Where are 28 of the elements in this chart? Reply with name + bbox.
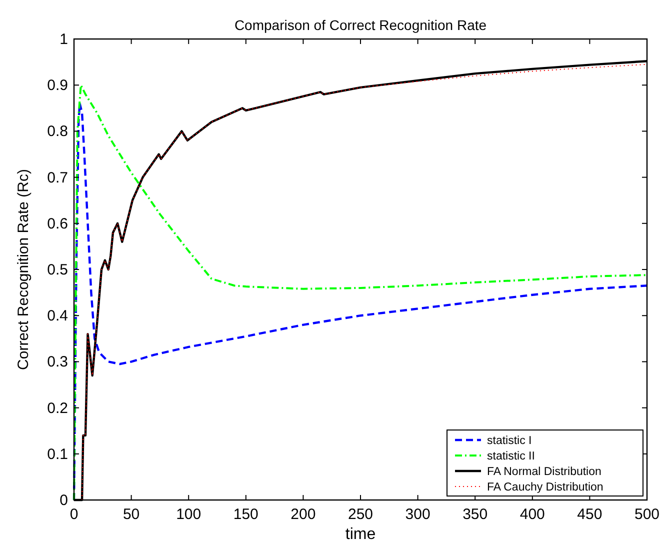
x-tick-label: 200 xyxy=(290,506,316,523)
x-tick-label: 400 xyxy=(520,506,545,523)
legend-label: FA Normal Distribution xyxy=(487,466,602,478)
x-tick-label: 500 xyxy=(634,506,660,523)
x-tick-label: 450 xyxy=(577,506,602,523)
x-tick-label: 50 xyxy=(122,506,140,523)
x-tick-label: 250 xyxy=(348,506,374,523)
legend-label: statistic I xyxy=(487,435,532,447)
y-tick-label: 0 xyxy=(60,492,68,509)
y-tick-label: 0.1 xyxy=(47,446,68,463)
chart-title: Comparison of Correct Recognition Rate xyxy=(234,17,487,33)
y-tick-label: 0.4 xyxy=(47,308,68,325)
y-tick-label: 0.8 xyxy=(47,123,68,140)
x-tick-label: 100 xyxy=(176,506,202,523)
x-tick-label: 300 xyxy=(405,506,430,523)
y-tick-label: 0.9 xyxy=(47,77,68,94)
y-tick-label: 0.6 xyxy=(47,215,68,232)
legend-label: statistic II xyxy=(487,450,535,462)
x-tick-label: 350 xyxy=(462,506,488,523)
x-axis-title: time xyxy=(345,526,376,543)
legend-label: FA Cauchy Distribution xyxy=(487,482,604,494)
y-tick-label: 0.3 xyxy=(47,354,68,371)
y-tick-label: 1 xyxy=(60,31,68,48)
y-tick-label: 0.7 xyxy=(47,169,68,186)
y-tick-label: 0.5 xyxy=(47,262,68,278)
y-tick-label: 0.2 xyxy=(47,400,68,417)
x-tick-label: 150 xyxy=(233,506,258,523)
y-axis-title: Correct Recognition Rate (Rc) xyxy=(15,169,32,370)
